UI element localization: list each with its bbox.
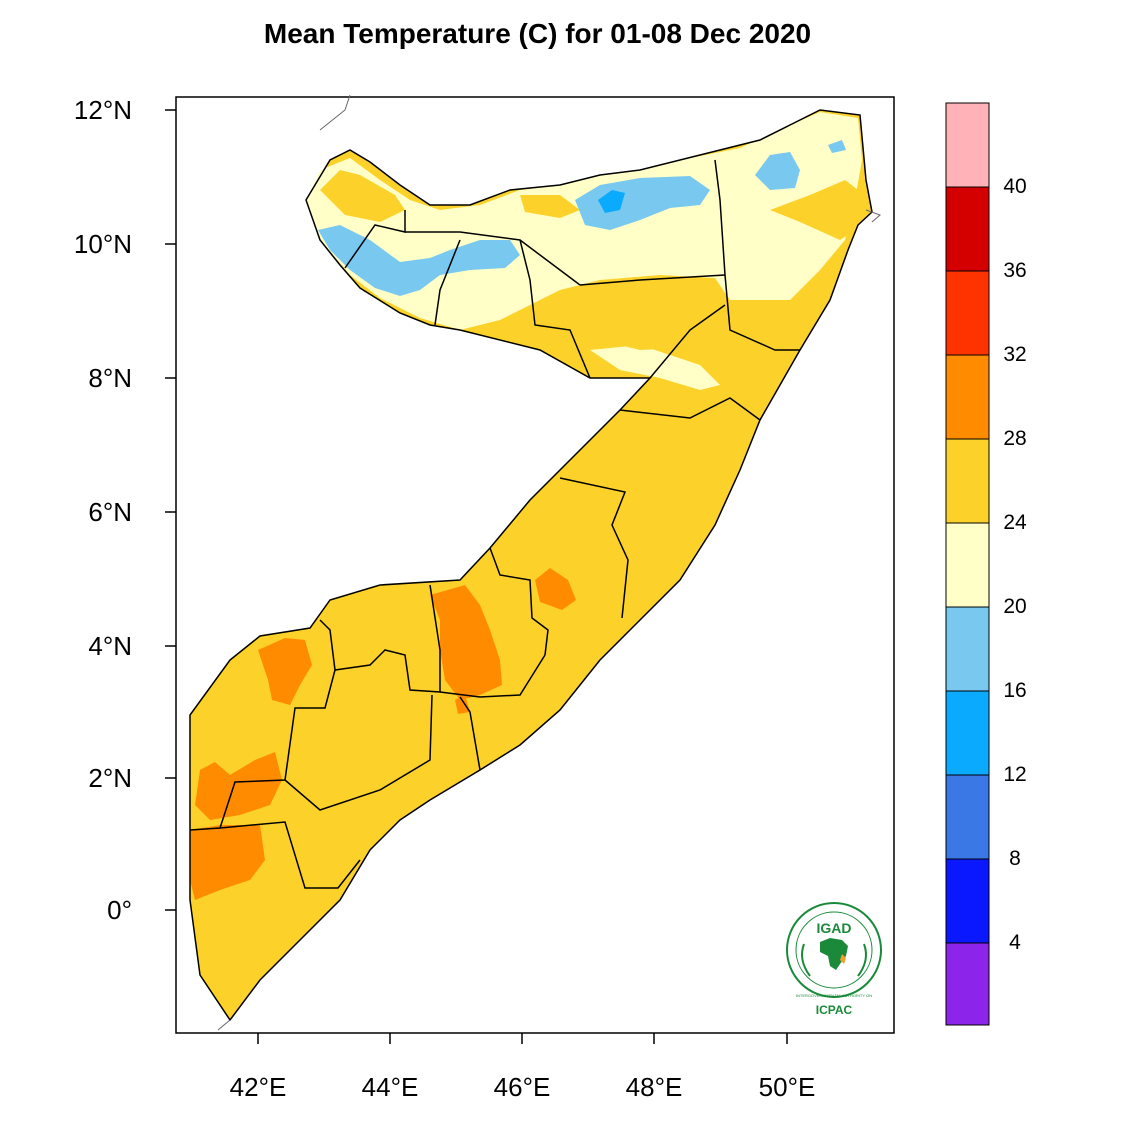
colorbar-label-12: 12 xyxy=(1003,763,1027,786)
colorbar-label-40: 40 xyxy=(1003,175,1027,198)
colorbar-label-24: 24 xyxy=(1003,511,1027,534)
lat-label-6n: 6°N xyxy=(88,497,132,527)
lat-label-0: 0° xyxy=(107,895,132,925)
colorbar-bin-4-8 xyxy=(945,858,990,944)
colorbar-bin-20-24 xyxy=(945,522,990,608)
igad-logo xyxy=(786,902,882,998)
colorbar-label-20: 20 xyxy=(1003,595,1027,618)
yellow-patch-central-north xyxy=(520,195,580,218)
blue-patch-central xyxy=(575,176,710,230)
colorbar xyxy=(945,102,990,1026)
orange-patch-small xyxy=(455,695,470,714)
colorbar-bin-24-28 xyxy=(945,438,990,524)
blue-patch-tip xyxy=(828,140,846,153)
colorbar-label-32: 32 xyxy=(1003,343,1027,366)
logo-ring-text: INTERGOVERNMENTAL AUTHORITY ON DEVELOPME… xyxy=(795,993,873,998)
orange-patch-sw-bottom xyxy=(190,825,265,900)
africa-map-icon xyxy=(820,938,848,970)
colorbar-label-36: 36 xyxy=(1003,259,1027,282)
colorbar-label-28: 28 xyxy=(1003,427,1027,450)
lon-label-48e: 48°E xyxy=(625,1072,683,1102)
logo-main-text: IGAD xyxy=(816,920,852,936)
colorbar-label-4: 4 xyxy=(1009,931,1021,954)
lat-label-2n: 2°N xyxy=(88,763,132,793)
lat-label-12n: 12°N xyxy=(73,95,132,125)
colorbar-label-16: 16 xyxy=(1003,679,1027,702)
temperature-field xyxy=(190,110,872,1020)
orange-patch-central xyxy=(430,585,502,700)
orange-patch-east xyxy=(535,568,576,610)
colorbar-bin-8-12 xyxy=(945,774,990,860)
lon-label-44e: 44°E xyxy=(361,1072,419,1102)
yellow-patch-mid xyxy=(565,280,790,380)
logo-bottom-text: ICPAC xyxy=(815,1003,853,1017)
colorbar-bin-40plus xyxy=(945,102,990,188)
colorbar-bin-28-32 xyxy=(945,354,990,440)
region-boundaries xyxy=(189,109,873,1022)
orange-patch-sw-top xyxy=(258,638,312,705)
lon-label-46e: 46°E xyxy=(493,1072,551,1102)
blue-darker-patch xyxy=(598,190,625,213)
blue-patch-west xyxy=(318,225,520,296)
blue-patch-east xyxy=(755,152,800,190)
colorbar-bin-below-4 xyxy=(945,942,990,1026)
colorbar-bin-12-16 xyxy=(945,690,990,776)
map-title: Mean Temperature (C) for 01-08 Dec 2020 xyxy=(263,18,812,49)
lat-label-8n: 8°N xyxy=(88,363,132,393)
colorbar-bin-32-36 xyxy=(945,270,990,356)
colorbar-bin-36-40 xyxy=(945,186,990,272)
axis-ticks xyxy=(165,109,788,1044)
lat-label-4n: 4°N xyxy=(88,631,132,661)
colorbar-bin-16-20 xyxy=(945,606,990,692)
yellow-patch-ne xyxy=(770,180,858,240)
orange-patch-sw-mid xyxy=(195,752,282,820)
yellow-patch-nw xyxy=(320,170,405,222)
lat-label-10n: 10°N xyxy=(73,229,132,259)
colorbar-label-8: 8 xyxy=(1009,847,1021,870)
cream-zone-band xyxy=(590,345,720,390)
lon-label-42e: 42°E xyxy=(229,1072,287,1102)
lon-label-50e: 50°E xyxy=(758,1072,816,1102)
